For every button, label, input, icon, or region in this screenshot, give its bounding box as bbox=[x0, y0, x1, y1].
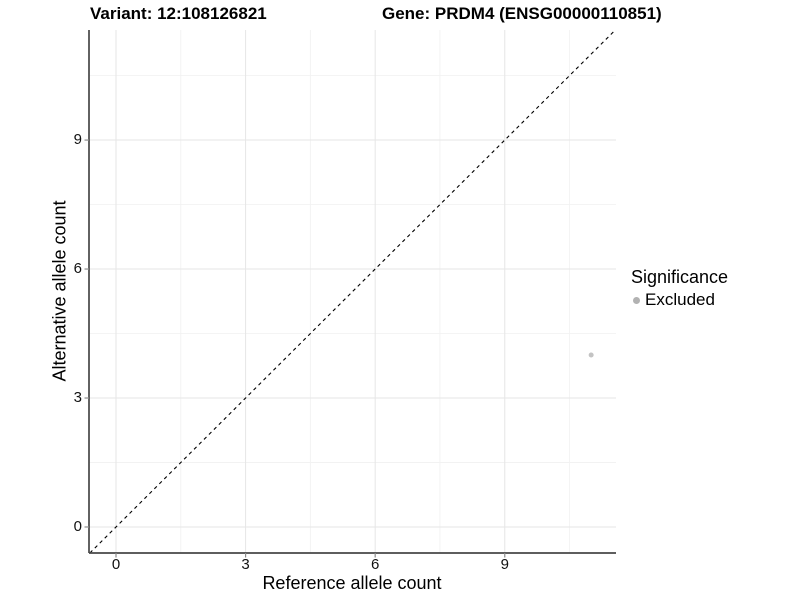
data-point bbox=[588, 352, 594, 358]
legend-item-excluded: Excluded bbox=[631, 290, 728, 310]
x-tick-label: 6 bbox=[371, 556, 380, 573]
y-tick-label: 3 bbox=[73, 389, 82, 406]
plot-title-gene: Gene: PRDM4 (ENSG00000110851) bbox=[382, 4, 662, 23]
x-tick-label: 9 bbox=[500, 556, 509, 573]
x-tick-label: 0 bbox=[111, 556, 121, 573]
y-tick-label: 6 bbox=[73, 260, 82, 278]
plot-title-variant: Variant: 12:108126821 bbox=[90, 4, 267, 23]
legend-item-label: Excluded bbox=[645, 290, 715, 309]
x-axis-title: Reference allele count bbox=[262, 573, 442, 593]
y-tick-label: 0 bbox=[73, 517, 82, 535]
x-tick-label: 3 bbox=[241, 556, 250, 573]
y-axis-title: Alternative allele count bbox=[49, 200, 70, 382]
legend: Significance Excluded bbox=[631, 267, 728, 310]
y-tick-label: 9 bbox=[73, 131, 82, 149]
legend-point-icon bbox=[633, 296, 640, 304]
identity-line bbox=[89, 29, 616, 554]
legend-title: Significance bbox=[631, 267, 729, 287]
